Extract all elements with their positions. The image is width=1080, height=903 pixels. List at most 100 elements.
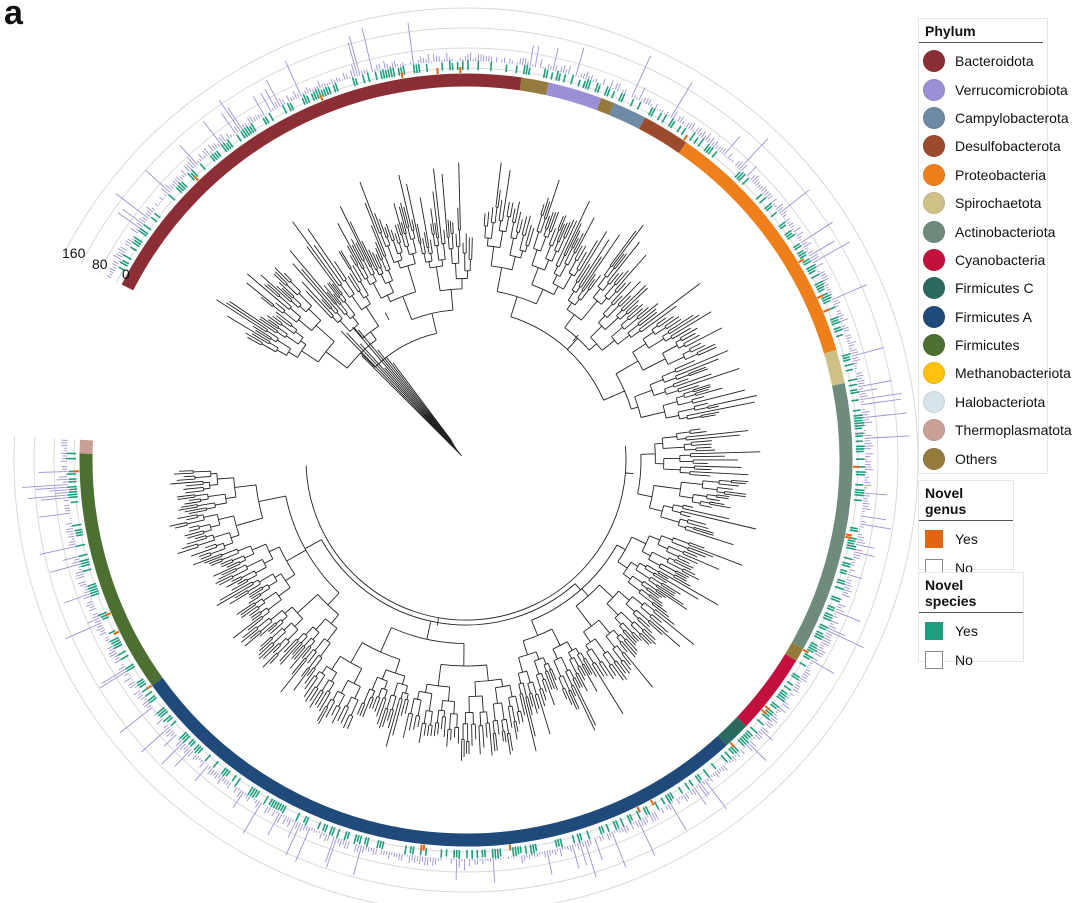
abundance-bar (700, 782, 710, 796)
abundance-bar (836, 309, 841, 313)
novel-species-tick (150, 216, 158, 223)
novel-species-tick (629, 98, 635, 107)
novel-species-tick (831, 320, 841, 326)
abundance-bar (860, 392, 902, 401)
abundance-bar (621, 89, 624, 94)
novel-species-tick (138, 230, 148, 237)
novel-species-tick (790, 674, 799, 681)
abundance-bar (860, 515, 887, 521)
abundance-bar (636, 96, 638, 100)
novel-species-tick (571, 834, 576, 844)
novel-species-tick (786, 680, 794, 687)
abundance-bar (811, 256, 819, 261)
phylum-ring-segment (823, 349, 845, 386)
abundance-bar (858, 380, 892, 388)
abundance-bar (823, 281, 827, 284)
novel-species-tick (220, 767, 227, 775)
novel-species-tick (582, 80, 586, 89)
novel-species-tick (761, 713, 770, 721)
abundance-bar (75, 571, 84, 574)
abundance-bar (632, 822, 635, 825)
abundance-bar (611, 831, 627, 868)
novel-species-tick (254, 790, 261, 798)
abundance-bar (852, 556, 861, 560)
novel-species-tick (842, 355, 851, 360)
novel-genus-yes: Yes (919, 525, 1013, 553)
abundance-bar (68, 543, 76, 546)
novel-species-tick (664, 794, 671, 804)
novel-species-tick (397, 67, 401, 76)
abundance-bar (260, 113, 263, 118)
abundance-bar (78, 566, 82, 568)
abundance-bar (254, 799, 258, 804)
phylum-swatch (923, 447, 945, 470)
abundance-bar (316, 85, 319, 90)
novel-species-tick (756, 718, 765, 726)
abundance-bar (857, 379, 865, 383)
phylum-legend-item: Spirochaetota (919, 189, 1047, 217)
abundance-bar (411, 855, 414, 862)
abundance-bar (400, 853, 403, 861)
abundance-bar (342, 839, 345, 845)
abundance-bar (426, 857, 429, 866)
abundance-bar (236, 789, 243, 798)
novel-genus-tick (104, 612, 112, 617)
novel-species-track (66, 60, 866, 859)
abundance-bar (109, 652, 117, 658)
phylum-legend-item: Others (919, 444, 1047, 472)
abundance-bar (668, 115, 670, 117)
novel-species-tick (356, 834, 360, 843)
abundance-bar (862, 412, 907, 419)
abundance-bar (166, 730, 174, 738)
abundance-bar (638, 87, 646, 101)
novel-species-tick (231, 774, 238, 782)
abundance-bar (365, 846, 368, 851)
abundance-bar (83, 585, 88, 589)
abundance-bar (65, 510, 71, 512)
abundance-bar (643, 97, 647, 103)
abundance-bar (346, 841, 350, 850)
abundance-bar (565, 68, 568, 74)
phylum-ring-segment (596, 97, 615, 116)
abundance-bar (92, 612, 98, 616)
phylum-label: Proteobacteria (955, 166, 1047, 183)
abundance-bar (743, 745, 746, 748)
novel-species-tick (777, 693, 786, 700)
abundance-bar (161, 188, 169, 195)
abundance-bar (120, 246, 127, 251)
novel-species-tick (803, 260, 812, 266)
abundance-bar (852, 559, 856, 561)
novel-genus-tick (636, 806, 641, 813)
novel-species-tick (143, 224, 152, 231)
abundance-bar (326, 83, 329, 86)
novel-species-tick (741, 177, 750, 186)
novel-species-tick (542, 68, 547, 78)
abundance-bar (729, 158, 732, 161)
novel-species-tick (804, 652, 814, 660)
novel-species-tick (262, 117, 268, 126)
novel-species-tick (792, 242, 801, 249)
abundance-bar (187, 750, 194, 757)
abundance-bar (282, 99, 286, 105)
novel-species-tick (578, 832, 583, 841)
abundance-bar (716, 769, 721, 775)
abundance-bar (827, 627, 846, 637)
abundance-bar (855, 372, 862, 375)
novel-species-tick (822, 299, 831, 305)
abundance-bar (302, 825, 306, 831)
abundance-bar (797, 235, 802, 239)
novel-species-tick (818, 625, 827, 631)
novel-species-tick (274, 802, 281, 810)
novel-species-tick (783, 684, 792, 692)
novel-species-legend-items: Yes No (919, 617, 1023, 674)
novel-species-tick (650, 108, 656, 117)
abundance-bar (775, 711, 778, 714)
abundance-bar (556, 848, 559, 852)
phylum-label: Spirochaetota (955, 195, 1042, 212)
novel-species-tick (849, 526, 858, 530)
abundance-bar (519, 58, 522, 65)
phylum-legend-item: Desulfobacterota (919, 132, 1061, 160)
abundance-bar (285, 822, 301, 856)
novel-species-tick (182, 735, 191, 744)
novel-species-tick (843, 556, 853, 561)
